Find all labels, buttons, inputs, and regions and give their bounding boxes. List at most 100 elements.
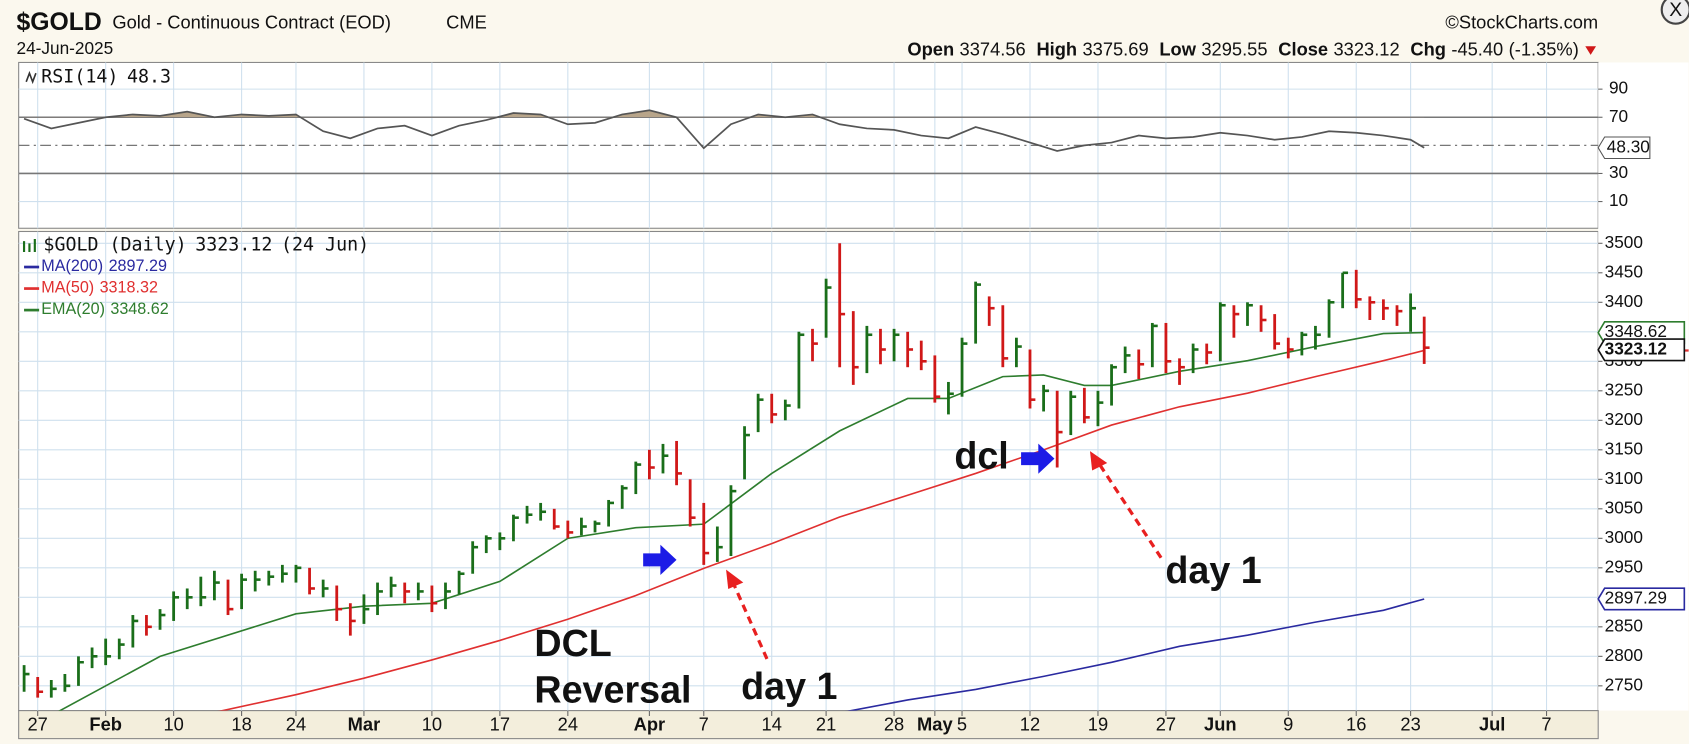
x-tick-label: 24 [286,714,306,735]
instrument-name: Gold - Continuous Contract (EOD) [112,12,391,33]
x-tick-label: Jun [1204,714,1237,735]
change: -45.40 [1451,38,1503,59]
legend-value: 3348.62 [110,300,168,318]
x-tick-label: 27 [28,714,48,735]
x-tick-label: 17 [490,714,510,735]
x-tick-label: Feb [89,714,122,735]
annotation: Reversal [534,668,691,710]
x-tick-label: 16 [1346,714,1366,735]
close-tag-label: 3323.12 [1605,338,1667,358]
legend-name: EMA(20) [41,300,105,318]
x-tick-label: 18 [231,714,251,735]
y-tick-label: 2800 [1605,645,1643,665]
y-tick-label: 2950 [1605,556,1643,576]
x-tick-label: Apr [634,714,666,735]
y-tick-label: 3250 [1605,379,1643,399]
moving-average [846,598,1425,711]
x-tick-label: 19 [1088,714,1108,735]
price-layer [22,243,1430,711]
red-dashed-arrow [1097,462,1163,559]
legend-entry: MA(200) 2897.29 [41,257,167,275]
x-tick-label: 7 [699,714,709,735]
moving-average [58,331,1425,711]
y-tick-label: 2850 [1605,615,1643,635]
symbol: $GOLD [17,9,102,36]
price-icon [22,239,36,252]
quote-label: Open [907,38,954,59]
annotation: DCL [534,622,611,664]
y-tick-label: 3500 [1605,232,1643,252]
legend-name: MA(50) [41,279,94,297]
quote: Open 3374.56 High 3375.69 Low 3295.55 Close 332… [907,38,1578,59]
x-tick-label: May [917,714,953,735]
price-last: 3323.12 [195,234,272,255]
y-tick-label: 10 [1609,190,1628,210]
quote-label: Close [1278,38,1328,59]
value-tag [1597,136,1651,160]
axis-layer: 27 Feb 10 18 24 Mar 10 17 24 Apr 7 14 21 28 May 5 12 19 27… [28,78,1689,735]
x-tick-label: 27 [1156,714,1176,735]
red-arrowhead [1089,451,1108,471]
y-tick-label: 3200 [1605,409,1643,429]
annotation: day 1 [741,665,837,707]
y-tick-label: 3400 [1605,291,1643,311]
quote-value: 3323.12 [1333,38,1399,59]
y-tick-label: 3000 [1605,527,1643,547]
quote-label: Chg [1410,38,1446,59]
price-title: $GOLD (Daily) [43,234,186,255]
blue-arrow [1021,443,1055,474]
x-tick-label: 23 [1400,714,1420,735]
quote-label: Low [1159,38,1196,59]
close-button[interactable]: X [1660,0,1689,25]
moving-average [218,349,1425,711]
close-button-circle[interactable] [1660,0,1689,25]
change-pct: (-1.35%) [1509,38,1579,59]
annotation: day 1 [1165,549,1261,591]
x-tick-label: 28 [884,714,904,735]
blue-arrow [643,544,677,575]
value-tag [1597,338,1686,362]
y-tick-label: 90 [1609,78,1628,98]
value-tag-label: 2897.29 [1605,587,1667,607]
down-triangle [1585,46,1597,55]
quote-value: 3375.69 [1082,38,1148,59]
value-tag [1597,587,1686,611]
exchange: CME [446,12,487,33]
legend-name: MA(200) [41,257,103,275]
y-tick-label: 3100 [1605,468,1643,488]
y-tick-label: 70 [1609,106,1628,126]
x-tick-label: 24 [558,714,578,735]
value-tag-label: 3348.62 [1605,321,1667,341]
quote-label: High [1036,38,1077,59]
x-tick-label: Mar [348,714,381,735]
x-tick-label: 14 [762,714,782,735]
legend-value: 2897.29 [109,257,167,275]
rsi-icon [25,70,37,85]
source: ©StockCharts.com [1445,12,1598,33]
x-tick-label: Jul [1479,714,1505,735]
date: 24-Jun-2025 [17,38,114,58]
red-dashed-arrow [731,580,769,660]
x-tick-label: 10 [422,714,442,735]
price-panel [18,230,1599,712]
annotation: dcl [954,435,1008,477]
rsi-title: RSI(14) [41,67,118,88]
x-tick-label: 12 [1020,714,1040,735]
y-tick-label: 2750 [1605,674,1643,694]
x-tick-label: 21 [816,714,836,735]
quote-value: 3374.56 [960,38,1026,59]
x-tick-label: 5 [957,714,967,735]
rsi-fill [24,110,1425,118]
y-tick-label: 3150 [1605,438,1643,458]
x-tick-label: 7 [1541,714,1551,735]
y-tick-label: 3450 [1605,261,1643,281]
quote-value: 3295.55 [1201,38,1267,59]
price-date: (24 Jun) [281,234,369,255]
legend-value: 3318.32 [100,279,158,297]
price-legend: $GOLD (Daily) 3323.12 (24 Jun) [43,234,369,255]
close-button-text[interactable]: X [1669,0,1682,21]
rsi-layer [23,109,1425,152]
rsi-legend: RSI(14) 48.3 [41,67,171,88]
